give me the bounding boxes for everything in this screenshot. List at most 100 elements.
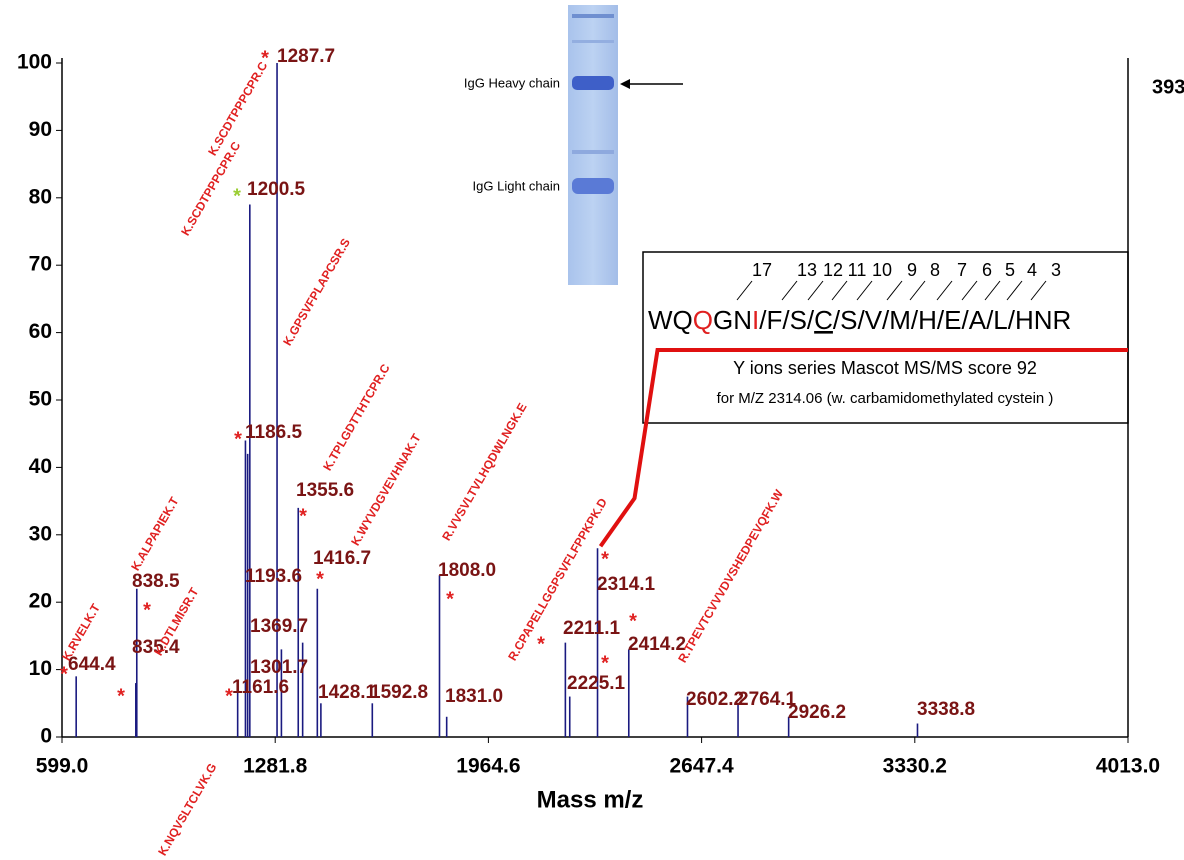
gel-band: [572, 178, 614, 194]
right-label: 393: [1152, 76, 1184, 98]
fragment-mark: [886, 280, 903, 301]
peptide-label: K.TPLGDTTHTCPR.C: [320, 361, 393, 473]
peptide-label: K.GPSVFPLAPCSR.S: [280, 236, 353, 348]
caption: Y ions series Mascot MS/MS score 92: [733, 358, 1037, 378]
peak-label: 1186.5: [245, 422, 302, 443]
peptide-label: R.TPEVTCVVVDVSHEDPEVQFK.W: [675, 487, 786, 666]
peak-label: 1428.1: [318, 682, 377, 703]
fragment-mark: [1030, 280, 1047, 301]
peak-label: 2602.2: [686, 689, 744, 710]
marker: *: [629, 610, 637, 632]
marker: *: [225, 685, 233, 707]
gel-band: [572, 40, 614, 43]
fragment-mark: [961, 280, 978, 301]
peak-label: 1200.5: [247, 179, 306, 200]
y-tick-label: 20: [29, 590, 52, 613]
ion-number: 10: [872, 260, 892, 280]
marker: *: [261, 47, 269, 69]
sequence-part: WQ: [648, 305, 693, 335]
x-tick-label: 4013.0: [1096, 755, 1160, 778]
connector: [598, 348, 1128, 548]
ion-number: 7: [957, 260, 967, 280]
peak-label: 835.4: [132, 637, 180, 658]
y-tick-label: 80: [29, 185, 52, 208]
y-tick-label: 100: [17, 51, 52, 74]
peak-label: 1592.8: [370, 682, 428, 703]
sequence-part: GN: [713, 305, 752, 335]
ion-number: 5: [1005, 260, 1015, 280]
fragment-mark: [807, 280, 824, 301]
band-label: IgG Light chain: [473, 178, 560, 193]
peak-label: 3338.8: [917, 699, 975, 720]
x-tick-label: 3330.2: [883, 755, 947, 778]
ion-number: 13: [797, 260, 817, 280]
y-tick-label: 50: [29, 388, 52, 411]
peak-label: 1831.0: [445, 686, 503, 707]
marker: *: [233, 185, 241, 207]
gel-band: [572, 150, 614, 154]
peak-label: 644.4: [68, 654, 116, 675]
y-tick-label: 0: [40, 725, 52, 748]
y-tick-label: 10: [29, 657, 52, 680]
fragment-mark: [856, 280, 873, 301]
marker: *: [537, 633, 545, 655]
sequence-part: I: [752, 305, 759, 335]
peak-label: 1193.6: [245, 566, 302, 587]
peak-label: 2314.1: [597, 574, 656, 595]
peptide-label: K.ALPAPIEK.T: [128, 494, 182, 573]
marker: *: [299, 505, 307, 527]
fragment-mark: [1006, 280, 1023, 301]
peptide-label: K.NQVSLTCLVK.G: [155, 761, 219, 858]
peak-label: 2764.1: [738, 689, 797, 710]
ion-number: 17: [752, 260, 772, 280]
peak-label: 1416.7: [313, 548, 371, 569]
marker: *: [143, 599, 151, 621]
sequence-box: WQQGNI/F/S/C/S/V/M/H/E/A/L/HNR Y ions se…: [642, 251, 1129, 424]
fragment-mark: [984, 280, 1001, 301]
fragment-mark: [781, 280, 798, 301]
box: [642, 251, 1129, 424]
x-tick-label: 1964.6: [456, 755, 520, 778]
peak-label: 2225.1: [567, 673, 626, 694]
gel-lane: [568, 5, 618, 285]
x-tick-label: 2647.4: [669, 755, 734, 778]
y-tick-label: 40: [29, 455, 52, 478]
ion-number: 8: [930, 260, 940, 280]
sequence-part: /F/S/: [759, 305, 815, 335]
marker: *: [446, 588, 454, 610]
sequence: WQQGNI/F/S/C/S/V/M/H/E/A/L/HNR: [648, 305, 1071, 335]
peak-label: 2211.1: [563, 618, 620, 639]
peak-label: 1161.6: [232, 677, 289, 698]
peak-label: 1301.7: [250, 657, 308, 678]
y-tick-label: 90: [29, 118, 52, 141]
gel-inset: IgG Heavy chain IgG Light chain: [464, 5, 683, 285]
ion-number: 3: [1051, 260, 1061, 280]
y-tick-label: 70: [29, 253, 52, 276]
peptide-label: R.VVSVLTVLHQDWLNGK.E: [439, 401, 529, 543]
fragment-mark: [831, 280, 848, 301]
gel-band: [572, 14, 614, 18]
peak-label: 2926.2: [788, 702, 846, 723]
marker: *: [117, 685, 125, 707]
marker: *: [601, 652, 609, 674]
gel-band: [572, 76, 614, 90]
marker: *: [234, 428, 242, 450]
ion-number: 9: [907, 260, 917, 280]
marker: *: [601, 548, 609, 570]
ion-number: 4: [1027, 260, 1037, 280]
peak-label: 1355.6: [296, 480, 354, 501]
peak-label: 838.5: [132, 571, 180, 592]
peak-label: 1808.0: [438, 560, 496, 581]
ion-number: 6: [982, 260, 992, 280]
fragment-mark: [736, 280, 753, 301]
x-axis-title: Mass m/z: [537, 786, 644, 813]
x-tick-label: 1281.8: [243, 755, 308, 778]
y-tick-label: 30: [29, 522, 52, 545]
peak-label: 2414.2: [628, 634, 686, 655]
sequence-part: C: [814, 305, 833, 335]
ion-number: 11: [848, 260, 867, 280]
peak-label: 1369.7: [250, 616, 308, 637]
peak-label: 1287.7: [277, 46, 335, 67]
peptide-label: K.WYVDGVEVHNAK.T: [348, 431, 424, 548]
